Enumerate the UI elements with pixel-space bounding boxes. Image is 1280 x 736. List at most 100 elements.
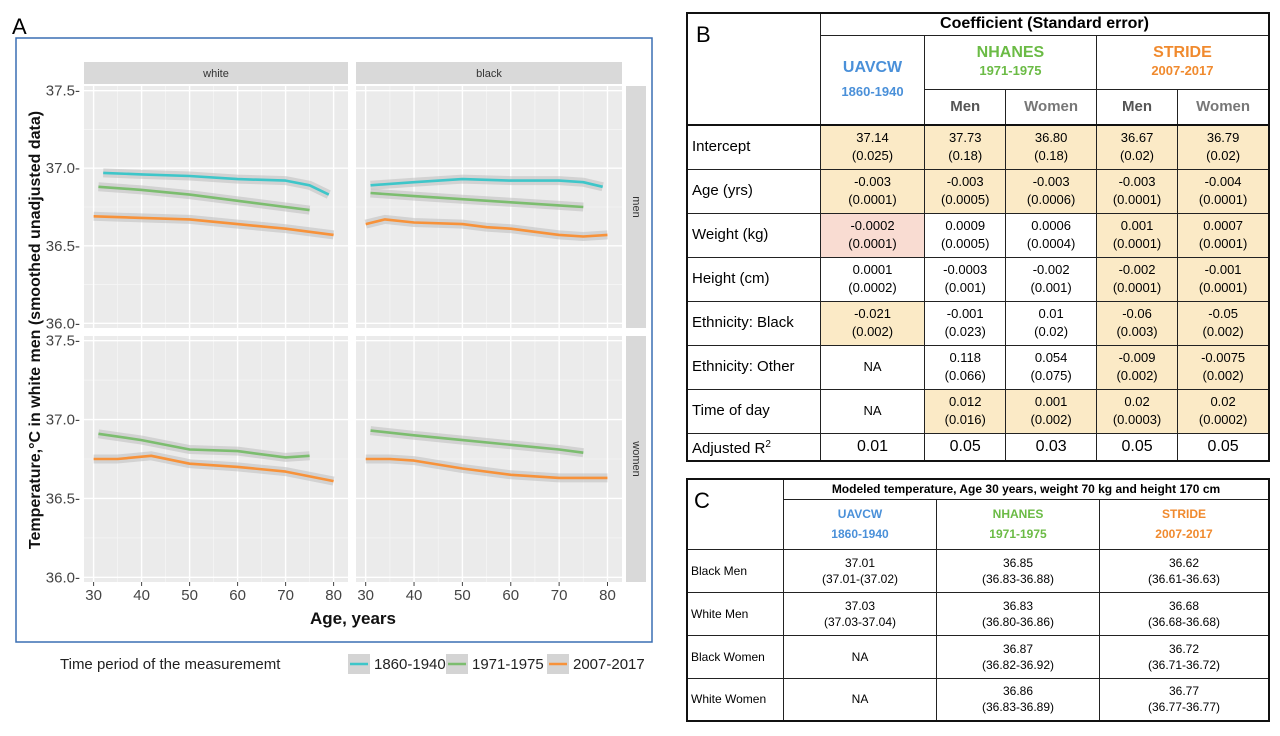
cell-estimate: -0.06 bbox=[1122, 306, 1152, 321]
cell-standard-error: (0.0001) bbox=[1112, 192, 1162, 207]
table-cell: 0.054 (0.075) bbox=[1005, 344, 1097, 390]
cell-estimate: 0.0006 bbox=[1031, 218, 1072, 233]
nhanes-years: 1971-1975 bbox=[979, 63, 1042, 78]
cell-standard-error: (0.0001) bbox=[1112, 236, 1162, 251]
cell-estimate: 36.86 bbox=[1002, 684, 1034, 699]
y-tick-label: 37.0- bbox=[46, 160, 80, 177]
coefficient-table: Coefficient (Standard error) UAVCW 1860-… bbox=[686, 12, 1270, 462]
cell-standard-error: (0.02) bbox=[1206, 148, 1241, 164]
cell-estimate: 0.01 bbox=[1038, 306, 1064, 321]
cell-estimate: NA bbox=[863, 403, 882, 418]
table-cell: 36.85 (36.83-36.88) bbox=[936, 548, 1100, 593]
cell-estimate: NA bbox=[851, 692, 869, 707]
table-c-corner bbox=[686, 478, 784, 550]
adjusted-r2-value: 0.01 bbox=[819, 432, 926, 462]
cell-interval: (36.71-36.72) bbox=[1147, 657, 1221, 672]
table-cell: -0.004 (0.0001) bbox=[1177, 168, 1270, 214]
table-cell: 36.86 (36.83-36.89) bbox=[936, 677, 1100, 722]
y-tick-label: 36.0- bbox=[46, 569, 80, 586]
table-cell: 0.02 (0.0003) bbox=[1095, 388, 1179, 434]
cell-standard-error: (0.002) bbox=[851, 324, 894, 339]
stride-years: 2007-2017 bbox=[1151, 63, 1214, 78]
table-cell: 36.79 (0.02) bbox=[1177, 124, 1270, 170]
table-cell: 37.73 (0.18) bbox=[924, 124, 1007, 170]
table-row: Ethnicity: Other NA 0.118 (0.066) 0.054 (0.07… bbox=[686, 344, 1270, 390]
table-cell: 36.87 (36.82-36.92) bbox=[936, 634, 1100, 679]
table-cell: -0.003 (0.0001) bbox=[819, 168, 926, 214]
uavcw-label: UAVCW bbox=[842, 58, 903, 76]
cell-estimate: 36.62 bbox=[1168, 555, 1200, 570]
cell-interval: (36.61-36.63) bbox=[1147, 571, 1221, 586]
cell-interval: (37.01-(37.02) bbox=[821, 571, 899, 586]
table-cell: -0.001 (0.0001) bbox=[1177, 256, 1270, 302]
cell-standard-error: (0.0005) bbox=[941, 192, 990, 207]
cell-standard-error: (0.0005) bbox=[941, 236, 990, 251]
cell-standard-error: (0.0001) bbox=[848, 236, 897, 251]
table-cell: 0.0001 (0.0002) bbox=[819, 256, 926, 302]
cell-standard-error: (0.18) bbox=[948, 148, 983, 164]
cell-estimate: NA bbox=[863, 359, 882, 374]
row-label: Black Women bbox=[686, 634, 784, 679]
table-cell: 36.62 (36.61-36.63) bbox=[1099, 548, 1270, 593]
table-row: Intercept 37.14 (0.025) 37.73 (0.18) 36.80 (0.… bbox=[686, 124, 1270, 170]
table-cell: 36.80 (0.18) bbox=[1005, 124, 1097, 170]
facet-strip-top bbox=[84, 62, 348, 84]
cell-interval: (36.68-36.68) bbox=[1147, 614, 1221, 629]
series-line-1971-1975 bbox=[98, 185, 310, 212]
series-line-1971-1975 bbox=[370, 429, 584, 454]
cell-standard-error: (0.02) bbox=[1034, 324, 1069, 339]
table-cell: 0.0006 (0.0004) bbox=[1005, 212, 1097, 258]
x-tick-label: 60 bbox=[229, 587, 246, 604]
cell-standard-error: (0.0004) bbox=[1026, 236, 1076, 251]
cell-estimate: 37.14 bbox=[856, 130, 889, 146]
cell-standard-error: (0.002) bbox=[1202, 324, 1244, 339]
series-line-2007-2017 bbox=[93, 454, 334, 483]
table-cell: NA bbox=[783, 634, 937, 679]
adjusted-r2-value: 0.05 bbox=[1095, 432, 1179, 462]
adjusted-r-sup: 2 bbox=[765, 438, 771, 450]
cell-standard-error: (0.0002) bbox=[1198, 412, 1248, 427]
table-row: Time of day NA 0.012 (0.016) 0.001 (0.002) 0.0… bbox=[686, 388, 1270, 434]
table-b-nhanes-header: NHANES 1971-1975 bbox=[924, 34, 1097, 90]
uavcw-years: 1860-1940 bbox=[831, 527, 889, 541]
cell-estimate: -0.021 bbox=[854, 306, 891, 321]
table-row: Black Women NA 36.87 (36.82-36.92) 36.72 (36.… bbox=[686, 634, 1270, 679]
cell-estimate: 0.001 bbox=[1120, 218, 1154, 233]
x-tick-label: 80 bbox=[599, 587, 616, 604]
cell-estimate: -0.003 bbox=[1118, 174, 1156, 189]
panel-label-a: A bbox=[12, 14, 27, 39]
modeled-temperature-table: Modeled temperature, Age 30 years, weigh… bbox=[686, 478, 1270, 722]
table-cell: 37.14 (0.025) bbox=[819, 124, 926, 170]
table-c-stride-header: STRIDE 2007-2017 bbox=[1099, 498, 1270, 550]
row-label: Weight (kg) bbox=[686, 212, 821, 258]
cell-estimate: 36.72 bbox=[1168, 641, 1200, 656]
table-b-corner bbox=[686, 12, 821, 126]
table-row: White Men 37.03 (37.03-37.04) 36.83 (36.80-3… bbox=[686, 591, 1270, 636]
y-tick-label: 36.5- bbox=[46, 238, 80, 255]
cell-standard-error: (0.075) bbox=[1030, 368, 1072, 383]
cell-interval: (36.80-36.86) bbox=[981, 614, 1055, 629]
panel-a-chart: white blackmenwomen36.0-36.5-37.0-37.5-36… bbox=[15, 37, 653, 674]
cell-estimate: 37.01 bbox=[844, 555, 876, 570]
cell-estimate: -0.004 bbox=[1204, 174, 1242, 189]
table-row: Ethnicity: Black -0.021 (0.002) -0.001 (0.02… bbox=[686, 300, 1270, 346]
table-cell: 36.68 (36.68-36.68) bbox=[1099, 591, 1270, 636]
table-cell: 37.03 (37.03-37.04) bbox=[783, 591, 937, 636]
table-row: Age (yrs) -0.003 (0.0001) -0.003 (0.0005) -0.… bbox=[686, 168, 1270, 214]
table-cell: -0.0003 (0.001) bbox=[924, 256, 1007, 302]
x-tick-label: 60 bbox=[502, 587, 519, 604]
table-cell: 36.67 (0.02) bbox=[1095, 124, 1179, 170]
facet-label-black: black bbox=[476, 68, 502, 80]
cell-estimate: NA bbox=[851, 649, 869, 664]
table-cell: 37.01 (37.01-(37.02) bbox=[783, 548, 937, 593]
cell-standard-error: (0.0001) bbox=[1198, 192, 1248, 207]
cell-estimate: 36.85 bbox=[1002, 555, 1034, 570]
nhanes-women-header: Women bbox=[1005, 88, 1097, 126]
cell-standard-error: (0.003) bbox=[1116, 324, 1158, 339]
cell-estimate: 36.83 bbox=[1002, 598, 1034, 613]
cell-estimate: 36.87 bbox=[1002, 641, 1034, 656]
table-cell: 36.72 (36.71-36.72) bbox=[1099, 634, 1270, 679]
cell-standard-error: (0.18) bbox=[1034, 148, 1069, 164]
table-cell: NA bbox=[819, 388, 926, 434]
adjusted-r2-value: 0.03 bbox=[1005, 432, 1097, 462]
